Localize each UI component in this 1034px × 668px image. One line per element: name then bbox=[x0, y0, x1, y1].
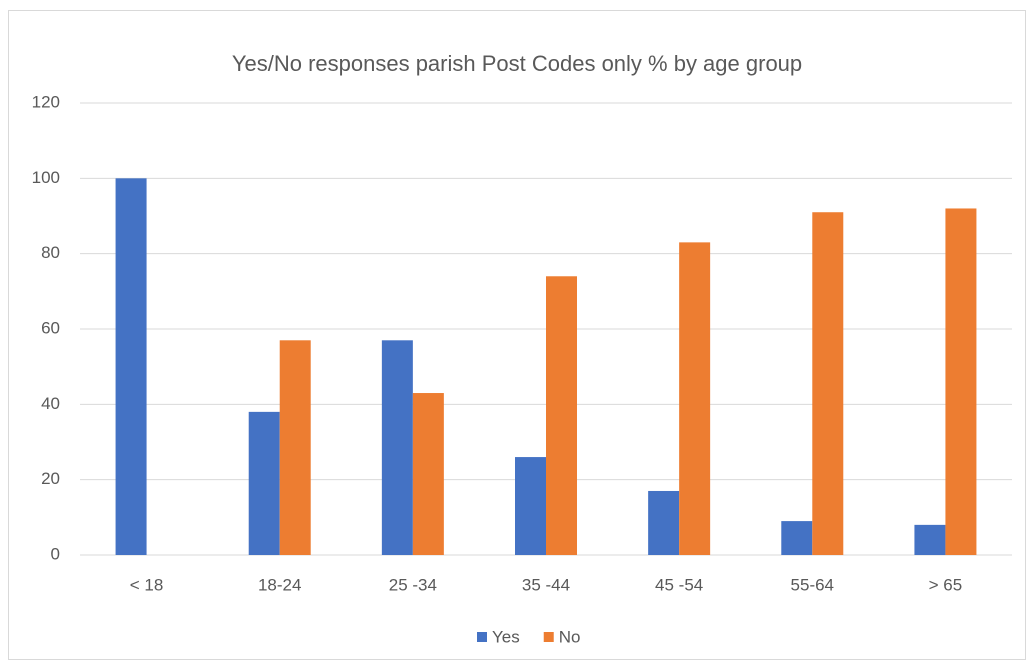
y-tick-label: 40 bbox=[41, 394, 60, 413]
bar bbox=[115, 178, 147, 556]
bar bbox=[781, 521, 813, 555]
bar bbox=[648, 490, 680, 555]
x-tick-label: > 65 bbox=[929, 575, 963, 594]
y-tick-label: 100 bbox=[32, 168, 60, 187]
x-tick-label: 45 -54 bbox=[655, 575, 703, 594]
y-tick-label: 60 bbox=[41, 318, 60, 337]
y-tick-label: 80 bbox=[41, 243, 60, 262]
bar bbox=[945, 208, 977, 555]
bar bbox=[279, 340, 311, 555]
bar bbox=[515, 457, 546, 555]
chart-title: Yes/No responses parish Post Codes only … bbox=[232, 51, 802, 76]
legend-label: Yes bbox=[492, 627, 520, 646]
chart-border bbox=[8, 10, 1026, 660]
y-tick-label: 20 bbox=[41, 469, 60, 488]
bar bbox=[412, 393, 444, 555]
y-tick-label: 120 bbox=[32, 92, 60, 111]
legend-label: No bbox=[559, 627, 581, 646]
bar bbox=[248, 411, 280, 555]
bar bbox=[812, 212, 844, 555]
bar bbox=[546, 276, 577, 555]
x-tick-label: 18-24 bbox=[258, 575, 301, 594]
bar bbox=[679, 242, 711, 555]
x-tick-label: 55-64 bbox=[791, 575, 834, 594]
x-tick-label: 25 -34 bbox=[389, 575, 437, 594]
x-tick-label: < 18 bbox=[130, 575, 164, 594]
legend-swatch bbox=[543, 632, 554, 642]
bar bbox=[381, 340, 413, 555]
x-tick-label: 35 -44 bbox=[522, 575, 570, 594]
bar bbox=[914, 524, 946, 555]
legend-swatch bbox=[477, 632, 487, 642]
y-tick-label: 0 bbox=[51, 544, 60, 563]
